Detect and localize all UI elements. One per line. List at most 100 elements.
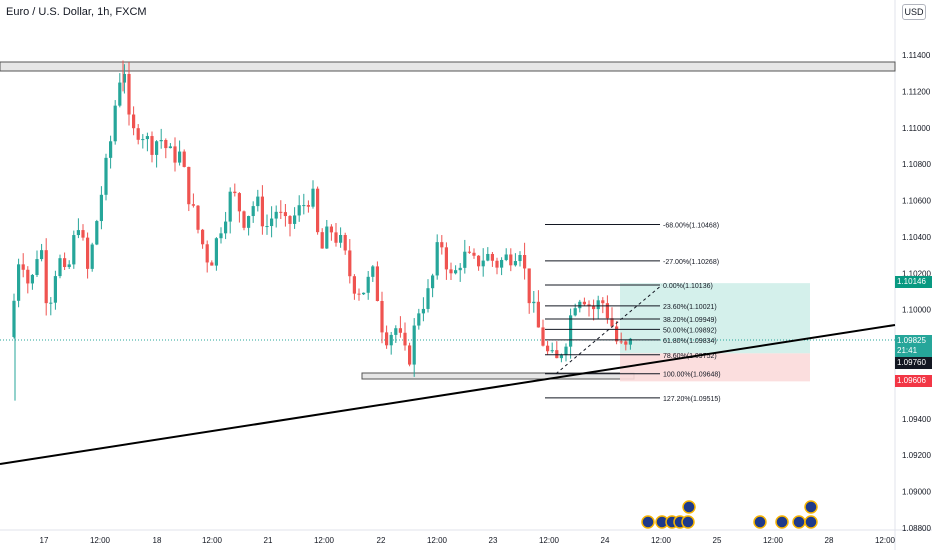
candle-body [72, 235, 76, 265]
candle-body [49, 302, 53, 304]
candle-body [247, 216, 251, 228]
candle-body [481, 260, 485, 267]
candle-body [164, 140, 168, 149]
bar-countdown: 21:41 [897, 346, 918, 355]
candle-body [504, 254, 508, 260]
candle-body [421, 308, 425, 314]
economic-event-icon [641, 515, 655, 529]
candle-body [605, 303, 609, 319]
candle-body [17, 264, 21, 301]
fib-level-label: 0.00%(1.10136) [663, 283, 713, 290]
candle-body [362, 292, 366, 295]
candle-body [214, 238, 218, 266]
candle-body [237, 193, 241, 212]
candle-body [546, 345, 550, 352]
candle-body [293, 215, 297, 224]
candle-body [532, 301, 536, 304]
candle-body [578, 301, 582, 309]
candle-body [449, 269, 453, 274]
candle-body [90, 244, 94, 269]
candle-body [145, 136, 149, 140]
price-tick-label: 1.09000 [902, 488, 931, 497]
economic-event-icon [775, 515, 789, 529]
candle-body [191, 204, 195, 206]
candle-body [242, 211, 246, 228]
candle-body [127, 73, 131, 115]
candle-body [403, 332, 407, 346]
candle-body [619, 341, 623, 343]
candle-body [306, 205, 310, 207]
candle-body [495, 260, 499, 268]
time-tick-label: 12:00 [202, 536, 223, 545]
candle-body [86, 237, 90, 269]
candle-body [297, 205, 301, 216]
candle-body [569, 315, 573, 347]
candle-body [486, 253, 490, 261]
candle-body [615, 326, 619, 342]
candle-body [288, 216, 292, 224]
candle-body [113, 105, 117, 142]
fib-level-label: 38.20%(1.09949) [663, 317, 717, 324]
candle-body [109, 141, 113, 158]
candle-body [228, 191, 232, 222]
price-tick-label: 1.08800 [902, 524, 931, 533]
candle-body [375, 266, 379, 301]
candle-body [279, 211, 283, 213]
candle-body [541, 327, 545, 346]
candle-body [339, 234, 343, 243]
candle-body [343, 234, 347, 251]
candle-body [398, 328, 402, 333]
candle-body [412, 325, 416, 365]
candle-body [352, 276, 356, 294]
time-tick-label: 28 [825, 536, 834, 545]
fib-level-label: 23.60%(1.10021) [663, 304, 717, 311]
price-tick-label: 1.10400 [902, 233, 931, 242]
candle-body [348, 250, 352, 277]
candle-body [265, 226, 269, 228]
candle-body [458, 267, 462, 271]
time-tick-label: 23 [489, 536, 498, 545]
candle-body [150, 136, 154, 155]
economic-event-icon [804, 515, 818, 529]
candle-body [95, 221, 99, 245]
time-tick-label: 12:00 [763, 536, 784, 545]
candle-body [426, 288, 430, 309]
candle-body [136, 128, 140, 140]
candle-body [394, 328, 398, 335]
candle-body [472, 252, 476, 256]
candle-body [463, 251, 467, 268]
economic-event-icon [804, 500, 818, 514]
current-price-label: 1.09825 21:41 [895, 335, 932, 357]
candle-body [500, 259, 504, 268]
candle-body [555, 350, 559, 359]
candle-body [366, 276, 370, 293]
candle-body [201, 229, 205, 245]
candle-body [431, 275, 435, 289]
candle-body [334, 232, 338, 243]
candle-body [610, 318, 614, 327]
candle-body [256, 196, 260, 207]
fib-level-label: -27.00%(1.10268) [663, 259, 719, 266]
economic-event-icon [681, 515, 695, 529]
candle-body [601, 300, 605, 304]
candle-body [196, 205, 200, 230]
candle-body [513, 261, 517, 266]
candle-body [596, 300, 600, 310]
candle-body [76, 230, 80, 236]
currency-button[interactable]: USD [902, 4, 926, 20]
candle-body [564, 346, 568, 356]
candle-body [182, 151, 186, 167]
candle-body [12, 300, 16, 337]
candle-body [159, 140, 163, 142]
price-tick-label: 1.10600 [902, 197, 931, 206]
candle-body [219, 233, 223, 239]
candle-body [357, 293, 361, 295]
stop-zone [620, 353, 810, 382]
time-tick-label: 21 [264, 536, 273, 545]
stop-price-label: 1.09606 [895, 375, 932, 387]
candle-body [587, 304, 591, 307]
time-tick-label: 12:00 [539, 536, 560, 545]
candle-body [389, 334, 393, 346]
candle-body [329, 226, 333, 233]
